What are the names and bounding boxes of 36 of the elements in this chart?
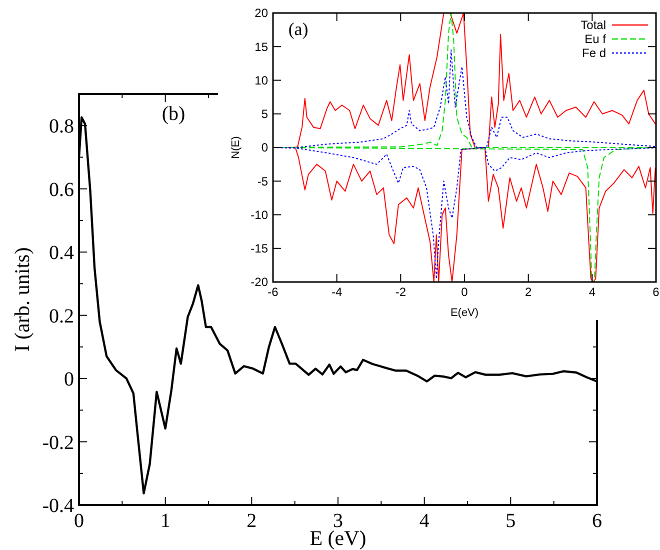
x-tick-label: 4 <box>419 510 430 532</box>
annotation: (b) <box>162 103 186 125</box>
x-tick-label: 1 <box>160 510 170 532</box>
y-tick-label: 0.6 <box>49 178 74 201</box>
x-tick-label: 0 <box>461 285 468 299</box>
x-axis-title: E(eV) <box>450 307 479 319</box>
annotation: (a) <box>288 19 308 39</box>
x-tick-label: 6 <box>652 285 660 299</box>
y-tick-label: 10 <box>254 73 268 88</box>
x-tick-label: 2 <box>524 285 532 299</box>
x-tick-label: 6 <box>592 510 602 532</box>
y-tick-label: -20 <box>250 275 268 290</box>
y-axis-title: N(E) <box>230 136 242 159</box>
y-tick-label: 20 <box>254 6 268 20</box>
x-tick-label: -6 <box>268 285 279 299</box>
y-tick-label: 5 <box>261 107 268 122</box>
x-tick-label: 4 <box>588 285 596 299</box>
x-tick-label: -2 <box>395 285 406 299</box>
x-tick-label: 2 <box>246 510 257 532</box>
legend-label: Eu f <box>584 32 607 46</box>
legend-label: Fe d <box>582 46 606 60</box>
y-tick-label: 0 <box>261 140 268 155</box>
y-tick-label: 15 <box>254 40 268 54</box>
y-axis-title: I (arb. units) <box>10 247 34 352</box>
legend-label: Total <box>580 18 606 32</box>
x-tick-label: 5 <box>506 510 516 532</box>
y-tick-label: -10 <box>250 208 268 222</box>
y-tick-label: -15 <box>250 242 268 256</box>
y-tick-label: -0.2 <box>42 432 74 454</box>
y-tick-label: 0.4 <box>49 242 74 264</box>
y-tick-label: 0.8 <box>49 116 74 138</box>
y-tick-label: -0.4 <box>42 495 74 517</box>
y-tick-label: -5 <box>257 174 268 188</box>
y-tick-label: 0 <box>64 368 74 391</box>
y-tick-label: 0.2 <box>49 305 74 328</box>
x-tick-label: -4 <box>331 285 342 299</box>
